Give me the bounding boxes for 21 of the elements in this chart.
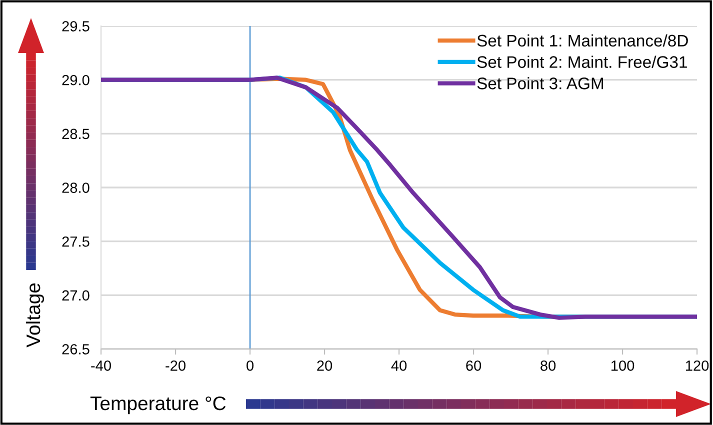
legend-label: Set Point 2: Maint. Free/G31 <box>477 56 687 68</box>
legend-label: Set Point 1: Maintenance/8D <box>477 34 688 47</box>
x-tick-label: 20 <box>317 360 332 371</box>
y-tick-label: 27.5 <box>62 236 90 247</box>
y-tick-label: 27.0 <box>62 290 90 301</box>
x-tick-label: -20 <box>166 360 186 371</box>
y-tick-label: 29.0 <box>62 74 90 86</box>
y-tick-label: 28.5 <box>62 128 90 140</box>
y-tick-label: 28.0 <box>62 182 90 193</box>
x-tick-label: 0 <box>246 360 254 371</box>
x-axis-title: Temperature °C <box>90 396 226 414</box>
x-tick-label: 60 <box>466 360 482 371</box>
x-tick-label: -40 <box>91 360 111 371</box>
y-tick-label: 26.5 <box>62 344 90 354</box>
y-axis-title: Voltage <box>26 283 44 348</box>
x-tick-label: 120 <box>686 360 709 371</box>
x-tick-label: 40 <box>391 360 407 371</box>
x-tick-label: 80 <box>540 360 556 371</box>
legend-label: Set Point 3: AGM <box>477 77 604 90</box>
x-tick-label: 100 <box>611 360 634 371</box>
y-tick-label: 29.5 <box>62 21 90 32</box>
